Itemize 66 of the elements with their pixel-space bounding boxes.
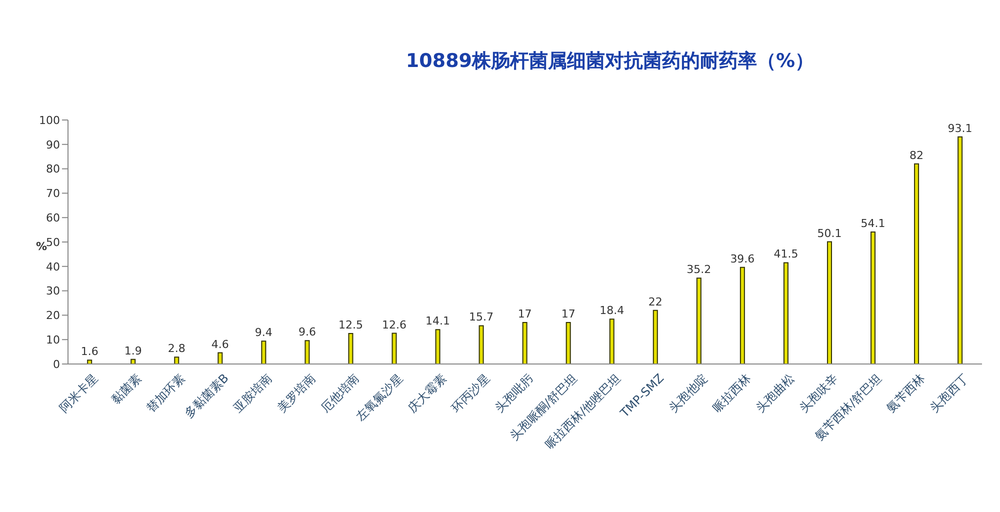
- bar: [696, 278, 702, 364]
- y-tick-label: 80: [46, 162, 60, 176]
- bar: [304, 340, 310, 364]
- data-label: 39.6: [730, 252, 755, 266]
- bar: [130, 358, 136, 364]
- y-tick-label: 0: [53, 358, 60, 371]
- y-tick-label: 20: [46, 309, 60, 322]
- data-label: 41.5: [774, 248, 798, 261]
- y-tick-label: 100: [39, 114, 60, 127]
- bar: [218, 352, 223, 364]
- data-label: 17: [518, 308, 532, 321]
- y-tick-label: 60: [46, 212, 60, 225]
- data-label: 50.1: [817, 226, 842, 240]
- data-label: 15.7: [469, 310, 494, 324]
- bar: [870, 231, 876, 364]
- x-tick-label: 头孢曲松: [753, 371, 798, 415]
- bar: [652, 310, 658, 364]
- bar: [740, 266, 745, 364]
- bar: [566, 322, 571, 364]
- data-label: 2.8: [168, 342, 186, 356]
- data-label: 18.4: [600, 304, 624, 318]
- bar: [914, 163, 920, 364]
- bar: [826, 241, 832, 364]
- data-label: 4.6: [211, 338, 229, 351]
- data-label: 35.2: [686, 263, 712, 276]
- data-label: 9.6: [298, 326, 316, 339]
- x-tick-label: 头孢西丁: [927, 371, 972, 415]
- bar: [87, 360, 92, 364]
- y-tick-label: 40: [46, 260, 60, 274]
- y-axis-title: %: [36, 240, 48, 253]
- data-label: 17: [561, 308, 576, 321]
- y-tick-label: 70: [46, 187, 60, 200]
- x-tick-label: 氨苄西林: [884, 371, 928, 415]
- bar: [958, 136, 963, 364]
- x-tick-label: 哌拉西林: [710, 371, 754, 415]
- x-tick-label: 头孢他啶: [666, 371, 710, 415]
- bar: [174, 356, 180, 364]
- data-label: 14.1: [426, 314, 450, 328]
- data-label: 22: [648, 295, 662, 308]
- data-label: 12.6: [382, 318, 406, 332]
- bar: [522, 322, 528, 364]
- x-tick-label: 美罗培南: [274, 371, 318, 415]
- data-label: 54.1: [860, 216, 886, 230]
- data-label: 12.5: [338, 318, 363, 332]
- bar: [392, 332, 397, 364]
- data-label: 9.4: [254, 326, 272, 340]
- x-tick-label: 环丙沙星: [448, 371, 492, 415]
- data-label: 93.1: [948, 122, 972, 135]
- bar: [609, 318, 614, 364]
- x-tick-label: 庆大霉素: [405, 371, 449, 415]
- y-tick-label: 50: [46, 236, 60, 249]
- x-tick-label: 亚胺培南: [230, 371, 275, 415]
- bar: [783, 262, 788, 364]
- bar: [435, 329, 440, 364]
- data-label: 82: [910, 148, 924, 162]
- bar: [478, 325, 484, 364]
- y-tick-label: 10: [46, 334, 60, 347]
- x-tick-label: 阿米卡星: [56, 371, 101, 415]
- x-tick-label: 黏菌素: [108, 371, 144, 406]
- chart-title: 10889株肠杆菌属细菌对抗菌药的耐药率（%）: [404, 49, 816, 74]
- bar: [261, 340, 266, 364]
- y-tick-label: 90: [46, 138, 60, 152]
- data-label: 1.6: [80, 345, 98, 358]
- bar: [348, 333, 354, 364]
- y-tick-label: 30: [46, 284, 60, 298]
- data-label: 1.9: [124, 344, 142, 358]
